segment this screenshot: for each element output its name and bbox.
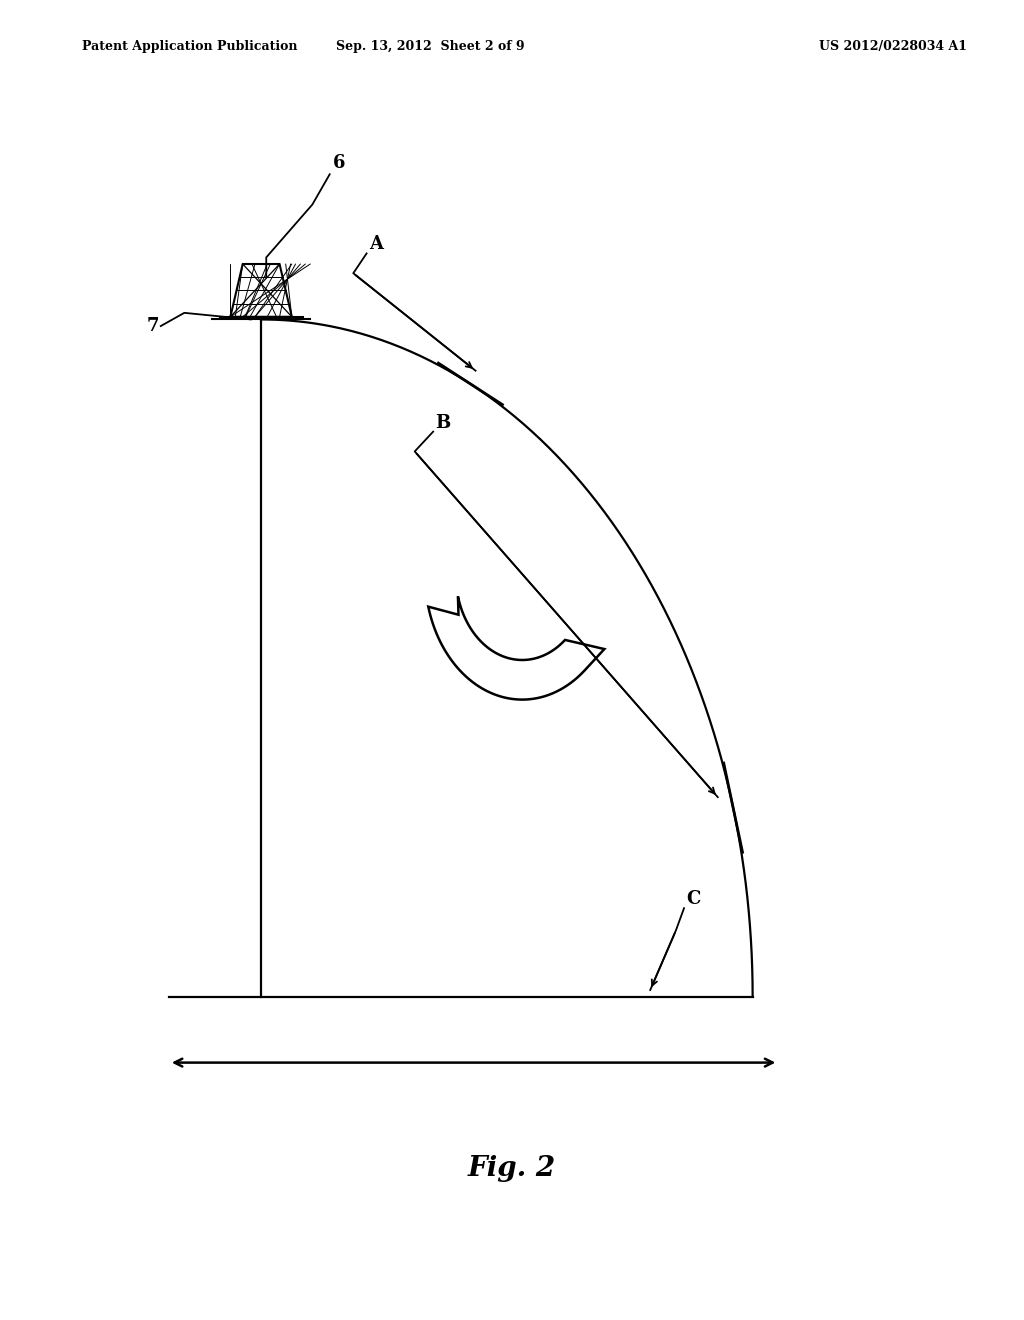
Text: US 2012/0228034 A1: US 2012/0228034 A1 <box>819 40 968 53</box>
Text: Fig. 2: Fig. 2 <box>468 1155 556 1181</box>
Text: Patent Application Publication: Patent Application Publication <box>82 40 297 53</box>
Text: A: A <box>369 235 383 253</box>
Text: Sep. 13, 2012  Sheet 2 of 9: Sep. 13, 2012 Sheet 2 of 9 <box>336 40 524 53</box>
Text: B: B <box>435 413 451 432</box>
Text: 7: 7 <box>146 317 159 335</box>
Text: 6: 6 <box>333 153 345 172</box>
Polygon shape <box>428 597 604 700</box>
Text: C: C <box>686 890 700 908</box>
